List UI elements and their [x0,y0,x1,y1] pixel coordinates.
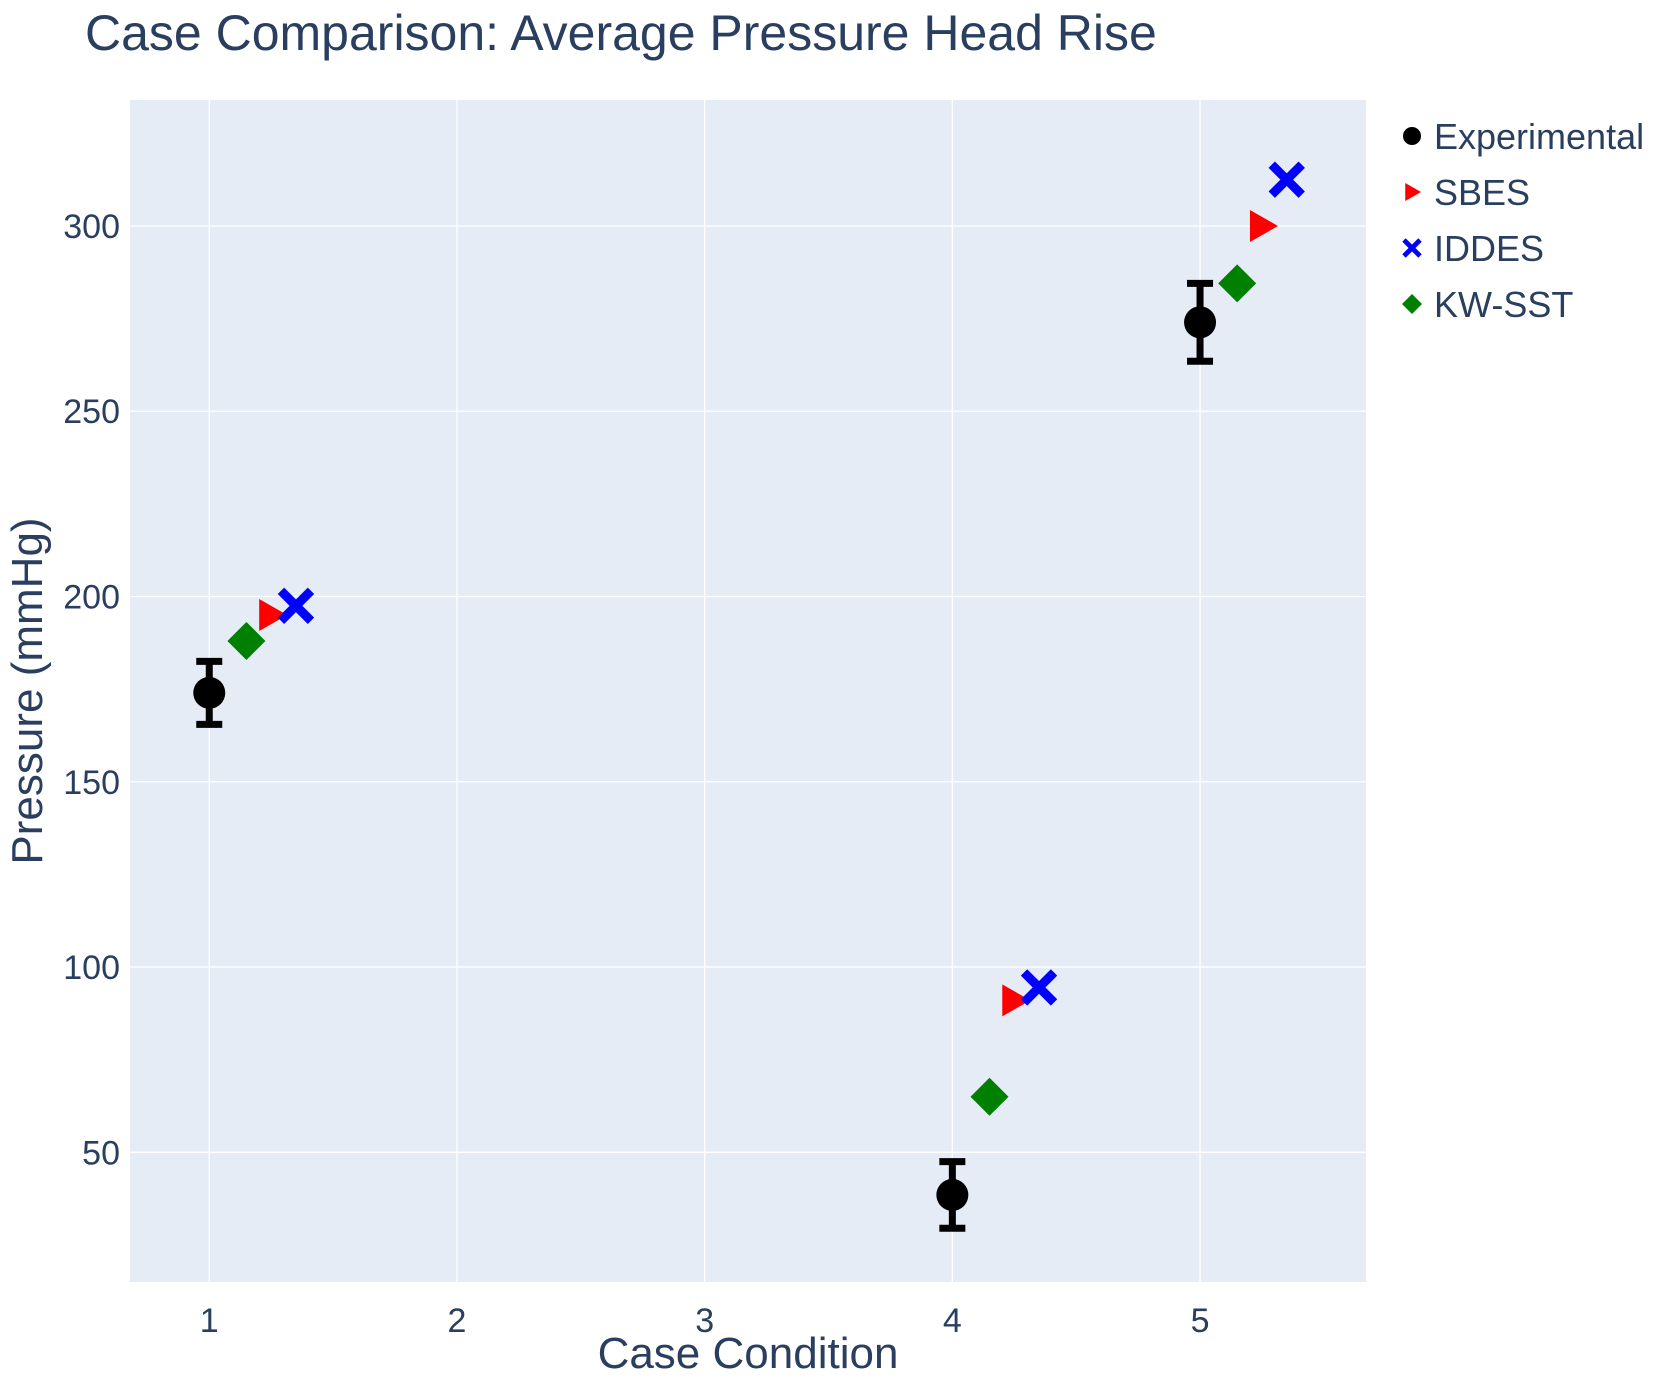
series-kw-sst [227,264,1257,1116]
x-axis-title: Case Condition [598,1329,899,1378]
legend-item-sbes[interactable]: SBES [1405,172,1530,213]
legend-item-kw-sst[interactable]: KW-SST [1402,284,1573,325]
legend-marker-kw-sst [1402,294,1422,314]
legend-marker-iddes [1402,238,1422,258]
legend-label-kw-sst: KW-SST [1434,284,1573,325]
legend-label-sbes: SBES [1434,172,1530,213]
legend-label-iddes: IDDES [1434,228,1544,269]
x-tick-label: 1 [200,1302,219,1340]
series-sbes [259,209,1278,1017]
y-tick-label: 150 [63,764,120,802]
sbes-point [259,599,288,632]
iddes-point [1020,969,1058,1006]
series-experimental [193,279,1217,1232]
chart-title: Case Comparison: Average Pressure Head R… [85,5,1157,61]
tick-layer: 1 2 3 4 5 50 100 150 200 250 300 [63,208,1209,1340]
y-axis-title: Pressure (mmHg) [3,517,52,864]
grid-layer [130,100,1366,1282]
x-tick-label: 5 [1191,1302,1210,1340]
y-tick-label: 50 [82,1134,120,1172]
x-tick-label: 3 [695,1302,714,1340]
x-tick-label: 2 [447,1302,466,1340]
iddes-point [1268,161,1305,198]
iddes-point [277,587,315,624]
legend-marker-sbes [1405,183,1421,201]
marker-layer [193,161,1305,1232]
kw-sst-point [970,1077,1009,1116]
experimental-point [193,676,226,709]
sbes-point [1002,984,1031,1017]
y-tick-label: 100 [63,949,120,987]
legend-item-iddes[interactable]: IDDES [1402,228,1544,269]
y-tick-label: 300 [63,208,120,246]
legend-item-experimental[interactable]: Experimental [1403,116,1644,157]
y-tick-label: 250 [63,393,120,431]
legend: Experimental SBES IDDES KW-SST [1402,116,1644,325]
experimental-point [1184,306,1217,339]
plot-background [130,100,1366,1282]
legend-marker-experimental [1403,127,1421,145]
kw-sst-point [227,621,266,660]
y-tick-label: 200 [63,579,120,617]
series-iddes [277,161,1305,1006]
sbes-point [1249,209,1278,242]
kw-sst-point [1218,264,1257,303]
x-tick-label: 4 [943,1302,962,1340]
legend-label-experimental: Experimental [1434,116,1644,157]
experimental-point [936,1178,969,1211]
